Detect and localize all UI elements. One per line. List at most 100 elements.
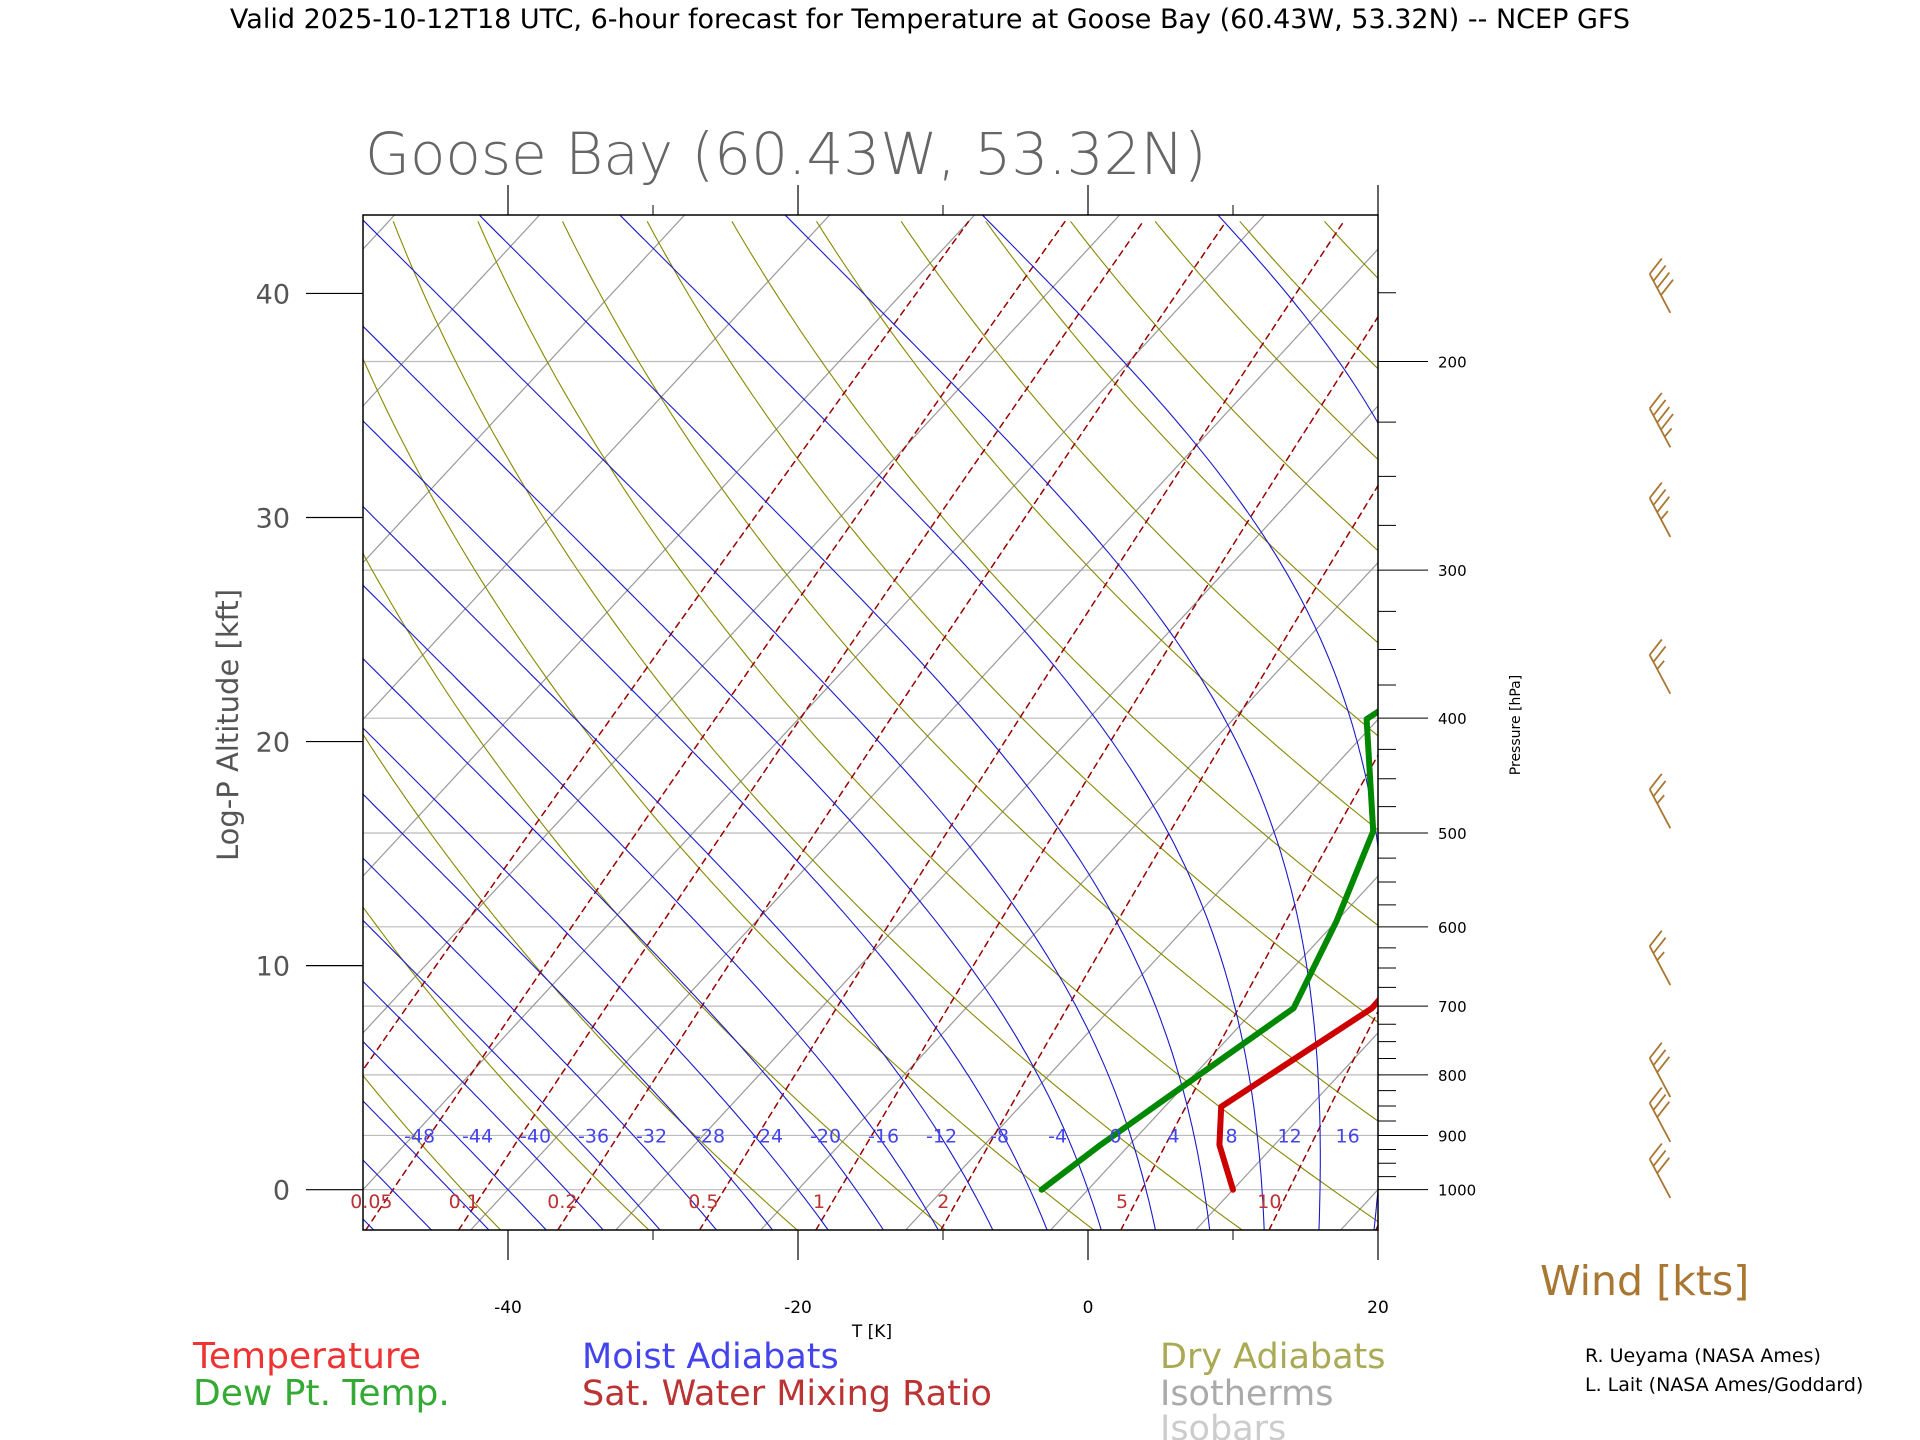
isotherm-line: [905, 718, 1378, 1230]
moist-adiabat-line: [363, 857, 718, 1230]
wind-barb-staff: [1648, 654, 1672, 695]
dry-adiabat-line: [363, 733, 798, 1230]
wind-barb-flag: [1652, 1094, 1667, 1111]
wind-barb-flag: [1652, 489, 1667, 506]
isotherm-line: [0, 215, 105, 1230]
mixing-ratio-line: [940, 484, 1378, 1230]
wind-barb-staff: [1648, 788, 1672, 829]
dry-adiabat-line: [392, 221, 1243, 1230]
wind-barb-flag: [1656, 272, 1671, 289]
moist-adiabat-label: -4: [1048, 1125, 1067, 1147]
mixing-ratio-line: [1120, 753, 1378, 1230]
moist-adiabat-line: [363, 980, 604, 1230]
wind-barb-half: [1656, 794, 1665, 805]
y-tick-label: 20: [256, 728, 290, 759]
wind-barb-staff: [1648, 273, 1672, 314]
mixing-ratio-label: 10: [1257, 1191, 1281, 1213]
moist-adiabat-label: -40: [520, 1125, 551, 1147]
mixing-ratio-line: [557, 220, 1227, 1230]
wind-barb-staff: [1648, 1158, 1672, 1199]
wind-barb-flag: [1660, 279, 1674, 296]
dry-adiabat-line: [363, 552, 947, 1230]
wind-barb-flag: [1648, 1142, 1663, 1160]
isotherm-line: [1486, 215, 1920, 1230]
wind-barb-flag: [1648, 392, 1663, 409]
wind-barb-flag: [1652, 1150, 1667, 1167]
moist-adiabat-line: [0, 482, 320, 1235]
wind-barb: [1648, 1042, 1672, 1098]
moist-adiabat-label: -8: [990, 1125, 1009, 1147]
mixing-ratio-line: [1268, 1009, 1378, 1230]
wind-barb-flag: [1652, 937, 1667, 954]
wind-barb-flag: [1648, 638, 1663, 656]
dry-adiabat-line: [1494, 222, 1920, 1230]
pressure-tick-label: 400: [1438, 710, 1467, 728]
isotherm-line: [363, 215, 831, 721]
moist-adiabat-label: -16: [868, 1125, 899, 1147]
wind-barb-half: [1656, 660, 1665, 670]
mixing-ratio-label: 0.1: [449, 1191, 479, 1213]
dry-adiabat-line: [900, 221, 1378, 737]
pressure-tick-label: 700: [1438, 998, 1467, 1016]
isotherm-line: [760, 561, 1378, 1230]
moist-adiabat-line: [1217, 215, 1378, 425]
dry-adiabat-line: [363, 906, 650, 1230]
pressure-tick-label: 800: [1438, 1067, 1467, 1085]
dry-adiabat-line: [1579, 222, 1920, 1230]
mixing-ratio-label: 0.5: [688, 1191, 718, 1213]
wind-barb-flag: [1648, 1042, 1663, 1059]
moist-adiabat-label: -12: [926, 1125, 957, 1147]
wind-barb-flag: [1648, 773, 1663, 790]
wind-barb-flag: [1652, 399, 1667, 417]
wind-barb-flag: [1652, 780, 1667, 797]
dewpoint-line: [1038, 708, 1378, 1193]
y-tick-label: 10: [256, 952, 290, 983]
legend-mixing-ratio: Sat. Water Mixing Ratio: [582, 1374, 992, 1414]
wind-label: Wind [kts]: [1540, 1257, 1749, 1305]
isotherm-line: [363, 215, 1121, 1034]
isotherm-line: [363, 215, 541, 407]
y-axis-label: Log-P Altitude [kft]: [211, 589, 245, 861]
wind-barb-flag: [1648, 481, 1663, 499]
legend-temperature: Temperature: [192, 1336, 421, 1377]
y-tick-label: 0: [273, 1176, 290, 1207]
y2-axis-label: Pressure [hPa]: [1508, 675, 1524, 775]
temperature-line: [1216, 996, 1378, 1193]
pressure-tick-label: 1000: [1438, 1182, 1476, 1200]
moist-adiabat-label: 16: [1335, 1125, 1359, 1147]
moist-adiabat-label: -24: [752, 1125, 783, 1147]
moist-adiabat-line: [478, 215, 1211, 1230]
wind-barb-staff: [1648, 497, 1672, 538]
isotherm-line: [615, 405, 1378, 1230]
moist-adiabat-line: [363, 505, 994, 1230]
pressure-tick-label: 300: [1438, 562, 1467, 580]
moist-adiabat-line: [363, 420, 1048, 1230]
wind-barb-flag: [1656, 496, 1671, 513]
moist-adiabat-label: 8: [1226, 1125, 1238, 1147]
moist-adiabat-line: [363, 727, 829, 1230]
moist-adiabat-label: -20: [810, 1125, 841, 1147]
wind-barb: [1648, 930, 1672, 986]
legend-dry-adiabats: Dry Adiabats: [1160, 1337, 1386, 1377]
wind-barb-flag: [1660, 413, 1674, 431]
mixing-ratio-line: [1428, 222, 1920, 1230]
wind-barb-flag: [1656, 1056, 1671, 1073]
moist-adiabat-label: -36: [578, 1125, 609, 1147]
dry-adiabat-line: [731, 221, 1378, 927]
pressure-tick-label: 200: [1438, 353, 1467, 371]
moist-adiabat-label: 0: [1110, 1125, 1122, 1147]
mixing-ratio-line: [698, 220, 1345, 1230]
legend-isobars: Isobars: [1160, 1409, 1286, 1440]
x-tick-label: -40: [494, 1298, 522, 1318]
wind-barb-half: [1660, 510, 1669, 520]
wind-barb-flag: [1652, 264, 1667, 282]
moist-adiabat-line: [0, 540, 205, 1235]
isotherm-line: [363, 215, 976, 878]
wind-barb-flag: [1648, 1086, 1663, 1104]
wind-barb: [1648, 392, 1674, 448]
dry-adiabat-line: [1748, 222, 1920, 1230]
pressure-tick-label: 900: [1438, 1127, 1467, 1145]
moist-adiabat-label: -48: [404, 1125, 435, 1147]
